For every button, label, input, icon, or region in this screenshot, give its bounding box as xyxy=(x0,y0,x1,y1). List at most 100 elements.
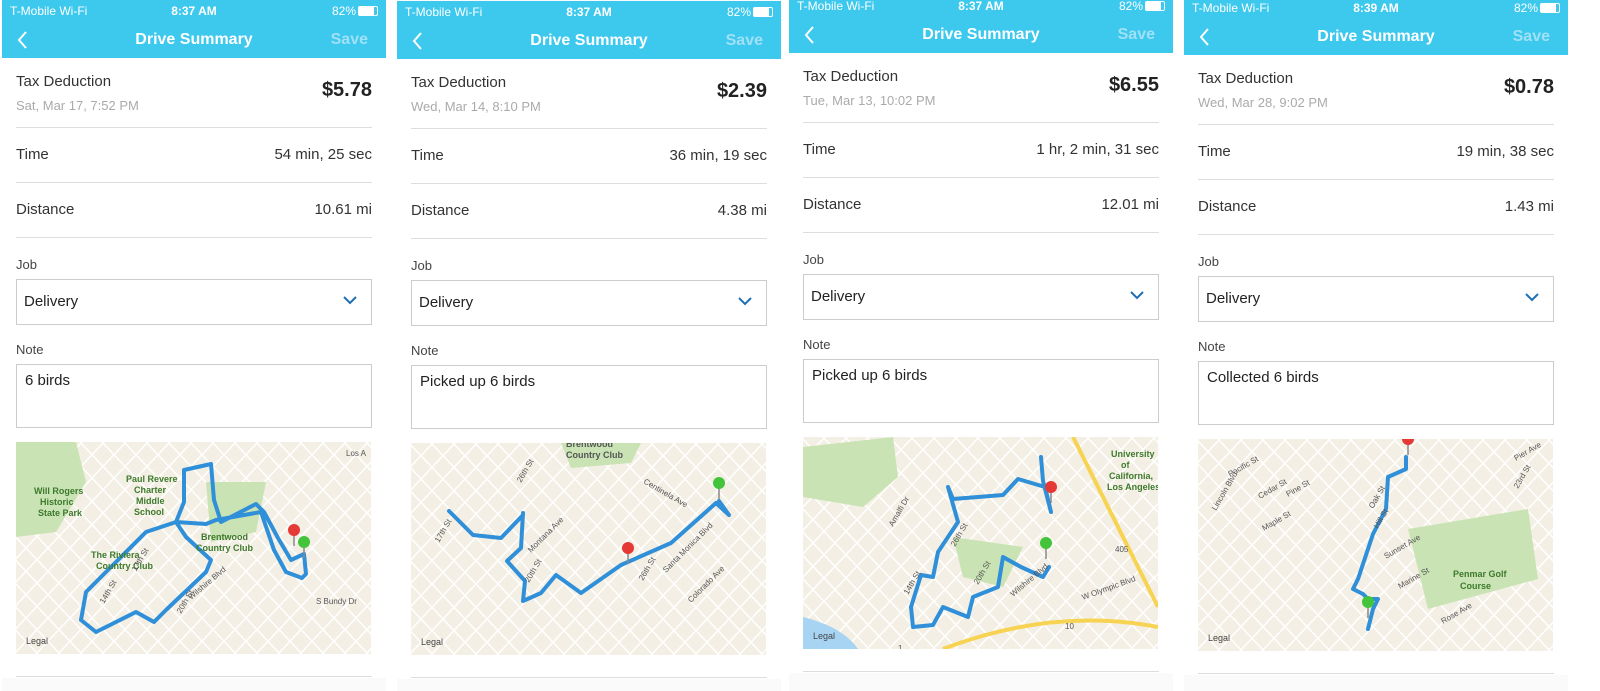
note-label: Note xyxy=(411,343,439,358)
street xyxy=(1503,439,1553,493)
status-battery: 82% xyxy=(726,5,751,19)
job-value: Delivery xyxy=(419,294,474,311)
street xyxy=(411,443,456,491)
street xyxy=(35,442,237,654)
street xyxy=(189,461,371,654)
street xyxy=(16,582,83,654)
phone-screen: T-Mobile Wi-Fi 8:37 AM 82% Drive Summary Sav… xyxy=(789,0,1173,691)
row-label: Distance xyxy=(411,202,470,219)
street xyxy=(411,443,478,515)
tax-date: Tue, Mar 13, 10:02 PM xyxy=(803,93,936,108)
row-value: 12.01 mi xyxy=(1101,196,1159,213)
ocean xyxy=(803,617,858,649)
map-label: Los Angeles xyxy=(1107,482,1158,492)
map-label: Will Rogers xyxy=(34,486,83,496)
chevron xyxy=(1130,291,1144,300)
job-dropdown[interactable]: Delivery xyxy=(803,274,1159,320)
back-button[interactable] xyxy=(803,25,817,45)
row-value: 10.61 mi xyxy=(314,201,372,218)
street xyxy=(1108,595,1158,649)
street xyxy=(518,443,720,655)
back-chevron xyxy=(1199,28,1209,46)
job-label: Job xyxy=(1198,254,1219,269)
status-time: 8:37 AM xyxy=(958,0,1004,13)
battery-icon xyxy=(1145,1,1165,11)
tax-label: Tax Deduction xyxy=(411,74,507,91)
street xyxy=(803,437,980,625)
divider xyxy=(1198,234,1554,235)
tax-amount: $0.78 xyxy=(1503,76,1554,98)
status-time: 8:39 AM xyxy=(1353,1,1399,15)
back-button[interactable] xyxy=(16,30,30,50)
map-label: Historic xyxy=(40,497,74,507)
note-text: 6 birds xyxy=(25,372,71,389)
note-box[interactable]: Collected 6 birds xyxy=(1198,361,1554,425)
job-dropdown[interactable]: Delivery xyxy=(1198,276,1554,322)
pin-head xyxy=(713,477,725,489)
row-value: 1 hr, 2 min, 31 sec xyxy=(1036,141,1159,158)
street xyxy=(1459,551,1553,651)
street xyxy=(411,443,500,538)
header-title: Drive Summary xyxy=(135,31,253,48)
map-label: Penmar Golf xyxy=(1453,569,1508,579)
street xyxy=(496,443,698,655)
header-title: Drive Summary xyxy=(530,32,648,49)
save-button[interactable]: Save xyxy=(725,32,763,49)
street xyxy=(998,479,1158,649)
status-time: 8:37 AM xyxy=(171,4,217,18)
map-label: Brentwood xyxy=(201,532,248,542)
street xyxy=(1108,437,1158,491)
street xyxy=(1198,556,1287,651)
street xyxy=(277,554,371,654)
street xyxy=(1198,439,1375,627)
map-label: 405 xyxy=(1115,545,1129,554)
note-box[interactable]: Picked up 6 birds xyxy=(803,359,1159,423)
header-title: Drive Summary xyxy=(1317,28,1435,45)
map-label: School xyxy=(134,507,164,517)
park-area xyxy=(16,442,86,537)
divider xyxy=(411,677,767,678)
job-dropdown[interactable]: Delivery xyxy=(411,280,767,326)
back-chevron xyxy=(804,26,814,44)
phone-screen: T-Mobile Wi-Fi 8:37 AM 82% Drive Summary Sav… xyxy=(397,0,781,691)
street xyxy=(16,442,193,630)
street xyxy=(79,442,281,654)
save-button[interactable]: Save xyxy=(1117,26,1155,43)
park-area xyxy=(561,443,641,468)
drive-route xyxy=(1351,455,1408,631)
tax-date: Wed, Mar 14, 8:10 PM xyxy=(411,99,541,114)
row-value: 36 min, 19 sec xyxy=(669,147,767,164)
street xyxy=(822,437,1024,649)
street xyxy=(1283,439,1485,651)
street xyxy=(1503,597,1553,651)
back-button[interactable] xyxy=(1198,27,1212,47)
map-label: Los A xyxy=(346,449,367,458)
status-carrier: T-Mobile Wi-Fi xyxy=(797,0,875,13)
divider xyxy=(803,177,1159,178)
back-button[interactable] xyxy=(411,31,425,51)
note-text: Picked up 6 birds xyxy=(420,373,536,390)
job-dropdown[interactable]: Delivery xyxy=(16,279,372,325)
street xyxy=(1020,502,1158,649)
street xyxy=(932,437,1134,649)
divider xyxy=(803,122,1159,123)
save-button[interactable]: Save xyxy=(330,31,368,48)
street xyxy=(57,442,259,654)
street xyxy=(474,443,676,655)
pin-head xyxy=(1362,596,1374,608)
street xyxy=(803,554,892,649)
street xyxy=(1198,439,1265,511)
note-box[interactable]: Picked up 6 birds xyxy=(411,365,767,429)
save-button[interactable]: Save xyxy=(1512,28,1550,45)
dropdown-chevron xyxy=(738,297,752,306)
street xyxy=(1305,439,1507,651)
note-box[interactable]: 6 birds xyxy=(16,364,372,428)
street xyxy=(540,443,742,655)
map-label: Country Club xyxy=(566,450,623,460)
map-label: Paul Revere xyxy=(126,474,178,484)
status-battery: 82% xyxy=(1513,1,1538,15)
